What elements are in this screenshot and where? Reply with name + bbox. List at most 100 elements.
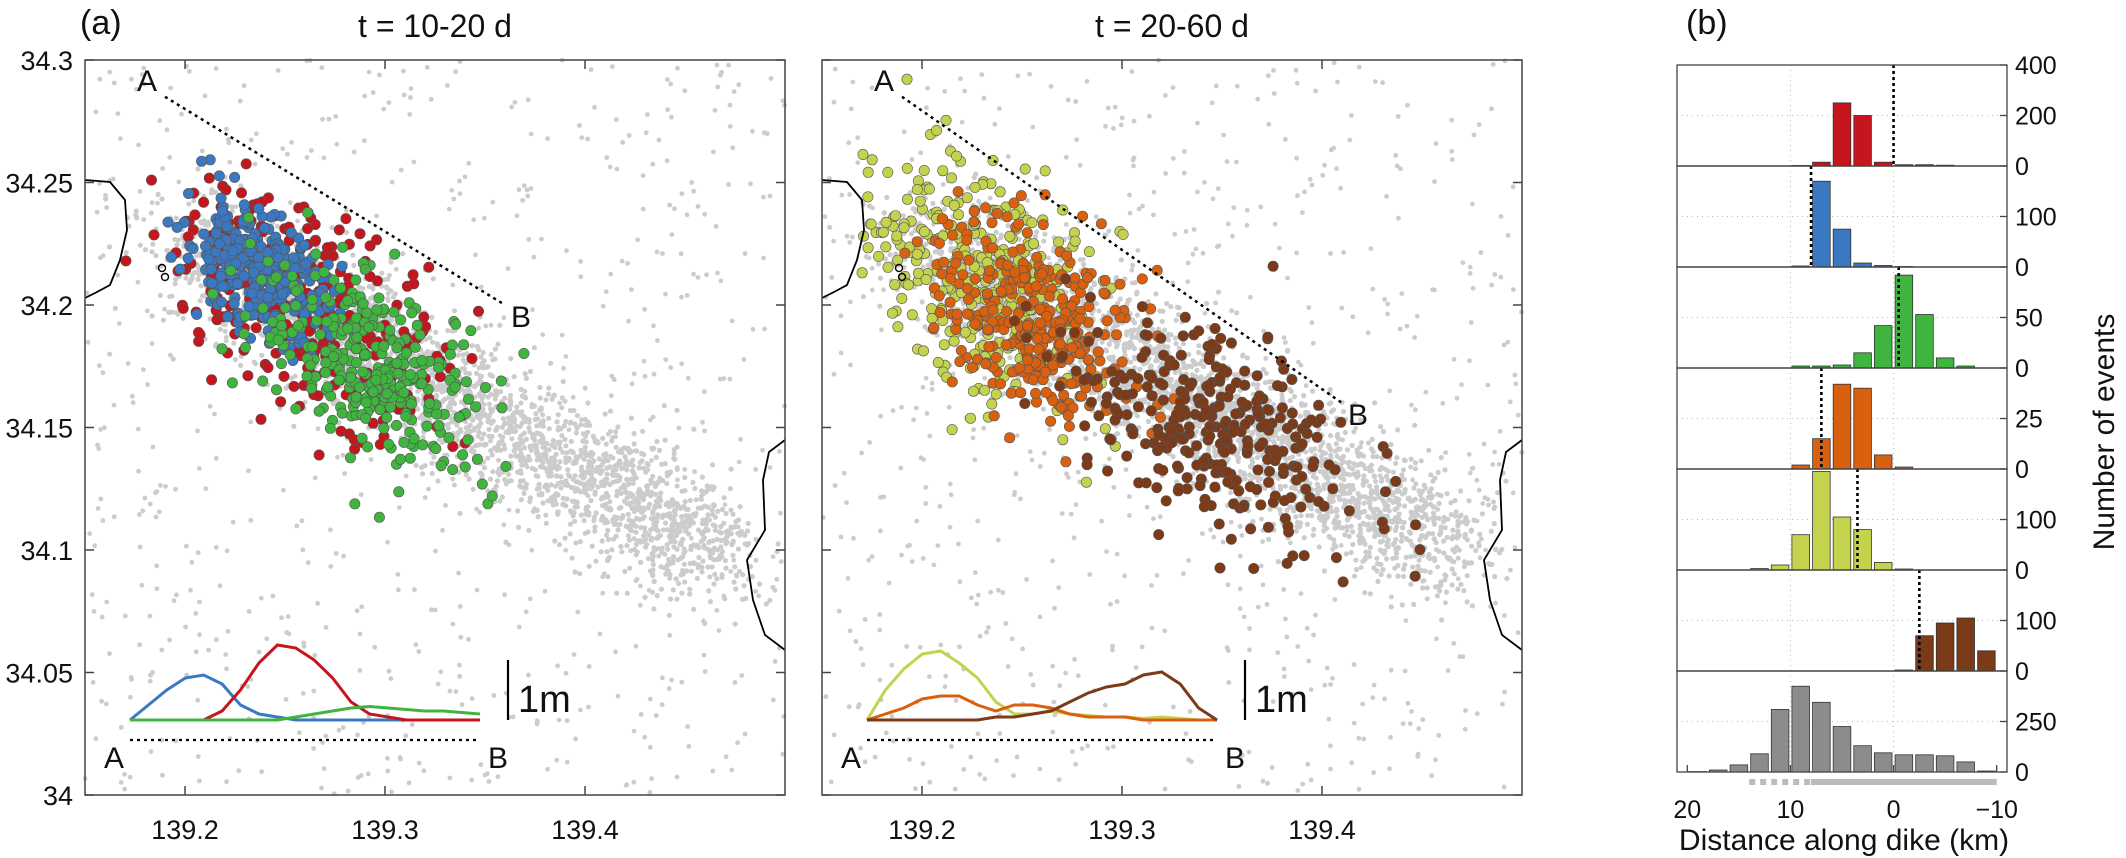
background-event xyxy=(514,404,520,410)
background-event xyxy=(227,159,233,165)
background-event xyxy=(365,771,371,777)
event-red xyxy=(250,322,262,334)
background-event xyxy=(518,400,524,406)
background-event xyxy=(1464,599,1470,605)
background-event xyxy=(598,549,604,555)
background-event xyxy=(567,407,574,414)
background-event xyxy=(191,269,198,275)
background-event xyxy=(450,621,456,627)
background-event xyxy=(540,460,546,466)
background-event xyxy=(591,514,597,520)
background-event xyxy=(248,419,254,425)
background-event xyxy=(715,508,721,514)
background-event xyxy=(586,704,591,710)
background-event xyxy=(115,272,121,278)
background-event xyxy=(741,583,747,589)
background-event xyxy=(411,159,417,165)
event-blue xyxy=(253,252,265,264)
background-event xyxy=(1438,455,1444,461)
background-event xyxy=(157,118,163,124)
background-event xyxy=(578,707,583,713)
background-event xyxy=(508,453,514,459)
background-event xyxy=(554,491,560,498)
background-event xyxy=(585,493,591,499)
background-event xyxy=(667,561,672,567)
background-event xyxy=(678,521,684,527)
background-event xyxy=(636,465,642,471)
background-event xyxy=(557,459,563,465)
event-green xyxy=(406,307,418,319)
displacement-profile-green xyxy=(130,704,481,722)
event-green xyxy=(518,347,530,359)
background-event xyxy=(526,425,532,431)
event-green xyxy=(414,329,426,341)
background-event xyxy=(718,537,724,544)
background-event xyxy=(555,509,561,515)
background-event xyxy=(122,613,128,619)
event-green xyxy=(349,498,361,510)
background-event xyxy=(676,425,682,431)
background-event xyxy=(658,586,665,592)
background-event xyxy=(582,483,588,489)
background-event xyxy=(294,523,300,529)
background-event xyxy=(605,574,611,580)
background-event xyxy=(493,483,499,489)
background-event xyxy=(598,479,605,485)
background-event xyxy=(281,487,286,493)
background-event xyxy=(545,136,550,141)
background-event xyxy=(491,693,497,698)
background-event xyxy=(392,291,398,297)
background-event xyxy=(608,271,614,277)
background-event xyxy=(246,609,252,614)
background-event xyxy=(615,424,621,430)
background-event xyxy=(715,270,720,276)
background-event xyxy=(435,681,441,687)
background-event xyxy=(764,131,770,137)
background-event xyxy=(607,164,613,170)
background-event xyxy=(644,541,650,547)
background-event xyxy=(319,65,325,71)
displacement-profile-red xyxy=(130,643,480,722)
background-event xyxy=(647,744,653,750)
background-event xyxy=(1005,223,1011,229)
background-event xyxy=(704,483,710,489)
background-event xyxy=(470,449,476,455)
background-event xyxy=(691,426,697,432)
background-event xyxy=(523,609,529,615)
background-event xyxy=(772,588,778,593)
map-title: t = 20-60 d xyxy=(1095,8,1249,44)
background-event xyxy=(640,173,646,179)
event-green xyxy=(449,381,461,393)
background-event xyxy=(1367,544,1373,551)
background-event xyxy=(502,476,508,483)
background-event xyxy=(614,488,620,494)
background-event xyxy=(195,697,201,703)
background-event xyxy=(466,636,471,642)
background-event xyxy=(560,495,566,501)
background-event xyxy=(678,572,684,578)
background-event xyxy=(679,679,685,685)
background-event xyxy=(548,360,554,366)
background-event xyxy=(554,757,560,763)
background-event xyxy=(186,201,192,207)
event-red xyxy=(182,231,194,243)
event-green xyxy=(314,328,326,340)
background-event xyxy=(422,495,428,500)
background-event xyxy=(230,519,236,525)
background-event xyxy=(573,736,578,742)
background-event xyxy=(153,514,159,520)
event-green xyxy=(359,348,371,360)
event-green xyxy=(391,342,403,354)
background-event xyxy=(750,326,756,332)
background-event xyxy=(433,548,438,554)
background-event xyxy=(616,505,622,511)
background-event xyxy=(521,183,527,189)
background-event xyxy=(645,555,652,562)
background-event xyxy=(569,555,575,561)
event-green xyxy=(350,391,362,403)
background-event xyxy=(587,422,593,428)
event-green xyxy=(244,238,256,250)
background-event xyxy=(619,258,625,264)
background-event xyxy=(626,517,632,523)
event-green xyxy=(459,461,471,473)
